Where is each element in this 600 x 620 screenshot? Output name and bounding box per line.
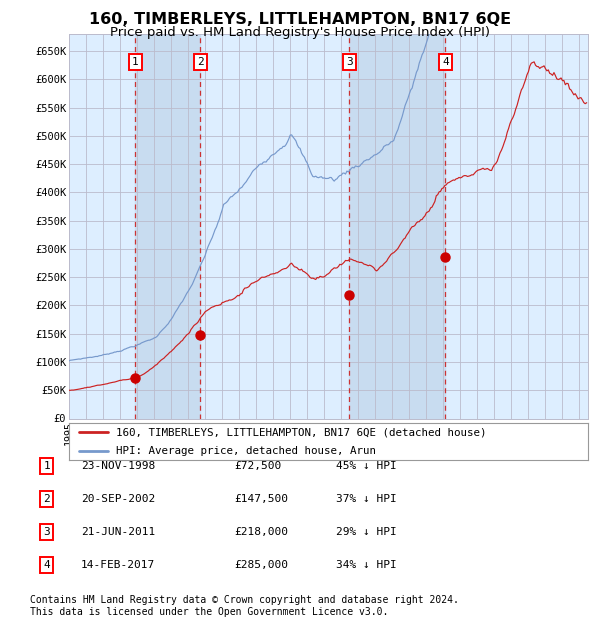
Text: 14-FEB-2017: 14-FEB-2017 (81, 560, 155, 570)
Text: Price paid vs. HM Land Registry's House Price Index (HPI): Price paid vs. HM Land Registry's House … (110, 26, 490, 39)
Text: 29% ↓ HPI: 29% ↓ HPI (336, 527, 397, 537)
Text: 1: 1 (43, 461, 50, 471)
Text: 34% ↓ HPI: 34% ↓ HPI (336, 560, 397, 570)
Text: Contains HM Land Registry data © Crown copyright and database right 2024.: Contains HM Land Registry data © Crown c… (30, 595, 459, 604)
Text: 4: 4 (442, 58, 449, 68)
Text: 160, TIMBERLEYS, LITTLEHAMPTON, BN17 6QE: 160, TIMBERLEYS, LITTLEHAMPTON, BN17 6QE (89, 12, 511, 27)
Text: £147,500: £147,500 (234, 494, 288, 504)
Text: 23-NOV-1998: 23-NOV-1998 (81, 461, 155, 471)
Text: £285,000: £285,000 (234, 560, 288, 570)
Text: 3: 3 (346, 58, 353, 68)
Text: 4: 4 (43, 560, 50, 570)
Text: 20-SEP-2002: 20-SEP-2002 (81, 494, 155, 504)
Text: This data is licensed under the Open Government Licence v3.0.: This data is licensed under the Open Gov… (30, 607, 388, 617)
Text: 2: 2 (197, 58, 204, 68)
Text: 45% ↓ HPI: 45% ↓ HPI (336, 461, 397, 471)
Text: 21-JUN-2011: 21-JUN-2011 (81, 527, 155, 537)
Text: 3: 3 (43, 527, 50, 537)
Text: £72,500: £72,500 (234, 461, 281, 471)
Text: 1: 1 (132, 58, 139, 68)
Bar (349, 34, 445, 418)
Bar (135, 34, 200, 418)
Text: 37% ↓ HPI: 37% ↓ HPI (336, 494, 397, 504)
Text: HPI: Average price, detached house, Arun: HPI: Average price, detached house, Arun (116, 446, 376, 456)
Text: £218,000: £218,000 (234, 527, 288, 537)
Text: 2: 2 (43, 494, 50, 504)
Text: 160, TIMBERLEYS, LITTLEHAMPTON, BN17 6QE (detached house): 160, TIMBERLEYS, LITTLEHAMPTON, BN17 6QE… (116, 427, 486, 437)
